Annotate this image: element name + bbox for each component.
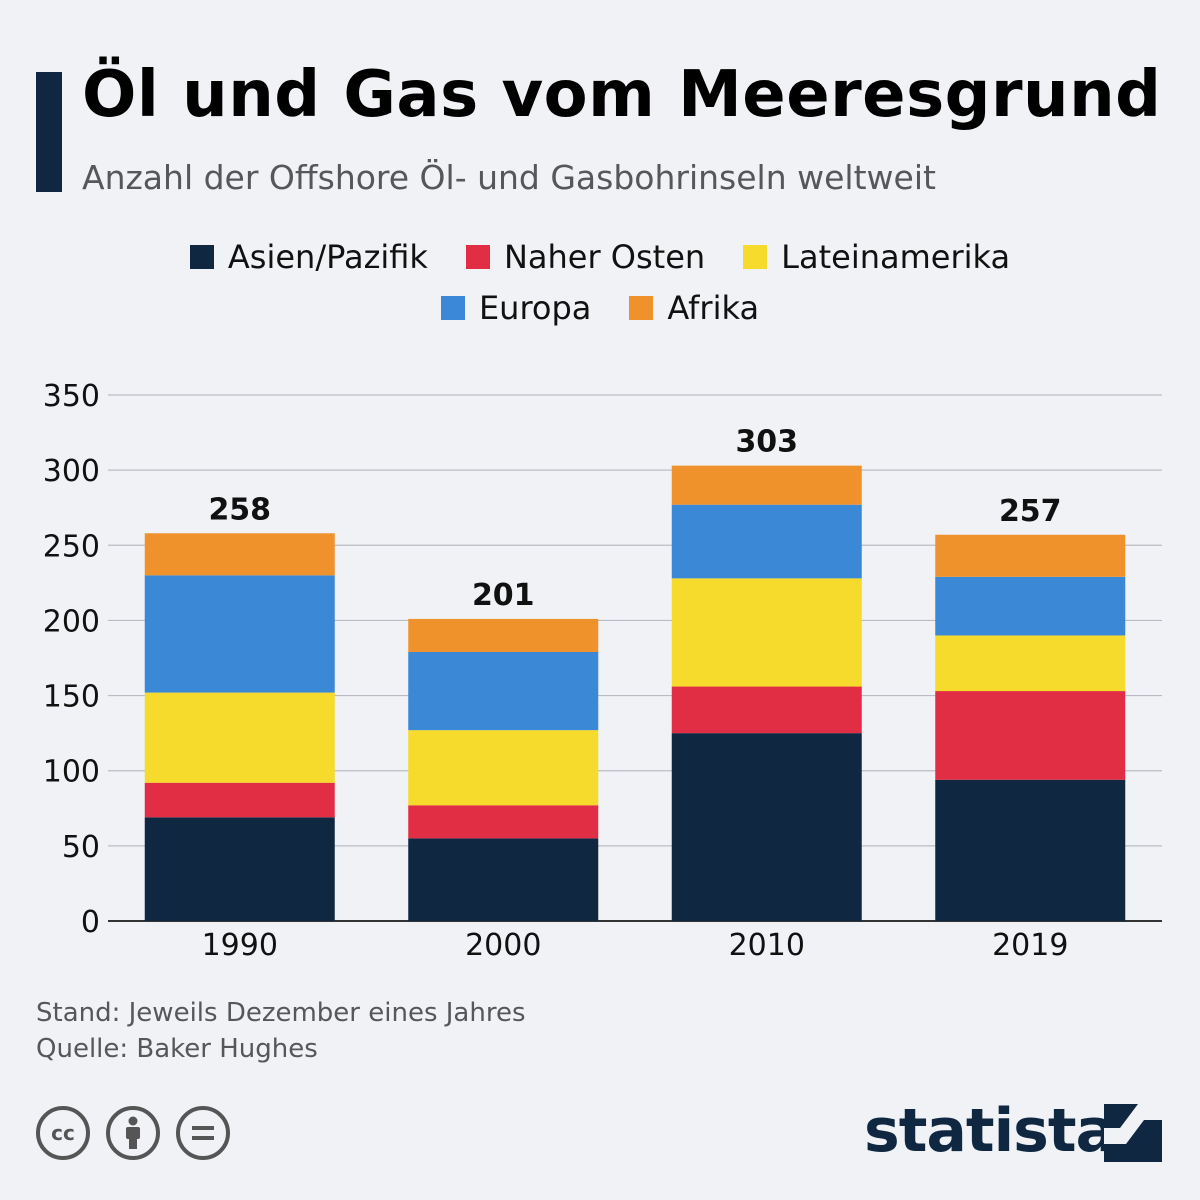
legend-swatch (440, 296, 465, 320)
bar-total-label: 303 (735, 425, 798, 460)
bar-segment (408, 651, 599, 731)
bar-segment (144, 575, 335, 693)
y-tick-label: 100 (43, 755, 100, 790)
y-tick-label: 200 (43, 604, 100, 639)
bar-segment (408, 618, 599, 652)
statista-logo-icon (1104, 1104, 1162, 1162)
legend-label: Europa (478, 289, 592, 327)
bar-segment (671, 504, 862, 579)
legend-swatch (629, 296, 654, 320)
cc-icon[interactable]: cc (36, 1106, 90, 1160)
bar-segment (408, 838, 599, 921)
title-accent-bar (36, 72, 62, 192)
bar-segment (671, 465, 862, 505)
legend-label: Afrika (667, 289, 760, 327)
legend-label: Asien/Pazifik (227, 238, 428, 276)
x-tick-label: 1990 (202, 928, 278, 963)
bar-segment (671, 578, 862, 687)
no-derivatives-icon[interactable] (176, 1106, 230, 1160)
bar-total-label: 258 (208, 492, 271, 527)
legend-swatch (743, 245, 768, 269)
y-tick-label: 300 (43, 454, 100, 489)
legend-item-naher-osten: Naher Osten (465, 238, 706, 276)
bar-segment (935, 635, 1126, 692)
legend-item-lateinamerika: Lateinamerika (743, 238, 1010, 276)
bar-segment (144, 817, 335, 921)
legend-row-1: Asien/Pazifik Naher Osten Lateinamerika (0, 238, 1200, 276)
x-tick-label: 2000 (465, 928, 541, 963)
y-tick-label: 50 (62, 830, 100, 865)
bar-segment (935, 691, 1126, 780)
y-tick-label: 150 (43, 680, 100, 715)
bar-segment (935, 779, 1126, 921)
bar-segment (671, 686, 862, 734)
footnote-source: Quelle: Baker Hughes (36, 1034, 318, 1064)
legend-item-afrika: Afrika (629, 289, 759, 327)
legend-item-asien-pazifik: Asien/Pazifik (189, 238, 428, 276)
bar-segment (408, 805, 599, 839)
bar-segment (408, 730, 599, 806)
page-subtitle: Anzahl der Offshore Öl- und Gasbohrinsel… (82, 158, 936, 197)
legend-swatch (189, 245, 214, 269)
legend-label: Lateinamerika (781, 238, 1011, 276)
x-tick-label: 2019 (992, 928, 1068, 963)
footnote-stand: Stand: Jeweils Dezember eines Jahres (36, 998, 526, 1028)
y-tick-label: 0 (81, 905, 100, 940)
stacked-bar-chart: 0 50 100 150 200 250 300 350 258 1990 201 2000 303 20… (43, 379, 1162, 963)
by-attribution-icon[interactable] (106, 1106, 160, 1160)
bar-segment (144, 692, 335, 783)
bar-total-label: 201 (472, 578, 535, 613)
y-tick-label: 350 (43, 379, 100, 414)
y-tick-label: 250 (43, 529, 100, 564)
bar-segment (671, 733, 862, 921)
x-tick-label: 2010 (729, 928, 805, 963)
statista-brand[interactable]: statista (864, 1096, 1116, 1166)
legend-item-europa: Europa (440, 289, 592, 327)
bar-segment (935, 534, 1126, 577)
license-icons: cc (36, 1106, 230, 1160)
bar-segment (144, 782, 335, 818)
legend-row-2: Europa Afrika (0, 289, 1200, 327)
legend-label: Naher Osten (503, 238, 706, 276)
bar-segment (144, 533, 335, 576)
legend-swatch (465, 245, 490, 269)
bar-total-label: 257 (999, 494, 1062, 529)
bar-segment (935, 576, 1126, 636)
page-title: Öl und Gas vom Meeresgrund (82, 58, 1162, 132)
